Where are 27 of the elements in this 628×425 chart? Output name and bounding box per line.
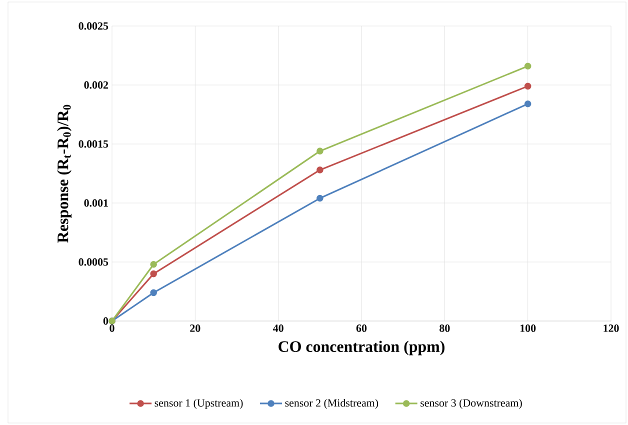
y-tick-label: 0.0005 [78,258,108,266]
point [316,148,324,154]
x-tick-label: 80 [440,324,450,332]
x-axis-title: CO concentration (ppm) [278,340,444,356]
x-tick-label: 60 [356,324,367,332]
y-tick-label: 0.002 [84,81,108,89]
x-tick-label: 100 [520,324,536,332]
y-tick-label: 0.0025 [78,22,108,30]
point [150,260,157,268]
y-tick-label: 0.001 [84,199,108,207]
point [316,166,324,174]
legend-label: sensor 3 (Downstream) [420,398,522,409]
point [316,194,324,202]
point [524,62,532,70]
x-tick-label: 0 [110,324,114,332]
x-tick-label: 120 [604,324,619,332]
point [150,270,157,278]
x-tick-label: 40 [273,324,284,332]
y-tick-label: 0 [103,317,108,325]
legend-label: sensor 2 (Midstream) [285,398,378,409]
point [524,82,532,90]
legend-label: sensor 1 (Upstream) [154,398,243,409]
point [150,289,157,296]
point [524,100,532,108]
y-axis-title: Response (R$_{t}$-R$_{0}$)/R$_{0}$ [57,104,72,243]
x-tick-label: 20 [190,324,200,332]
y-tick-label: 0.0015 [78,140,108,148]
